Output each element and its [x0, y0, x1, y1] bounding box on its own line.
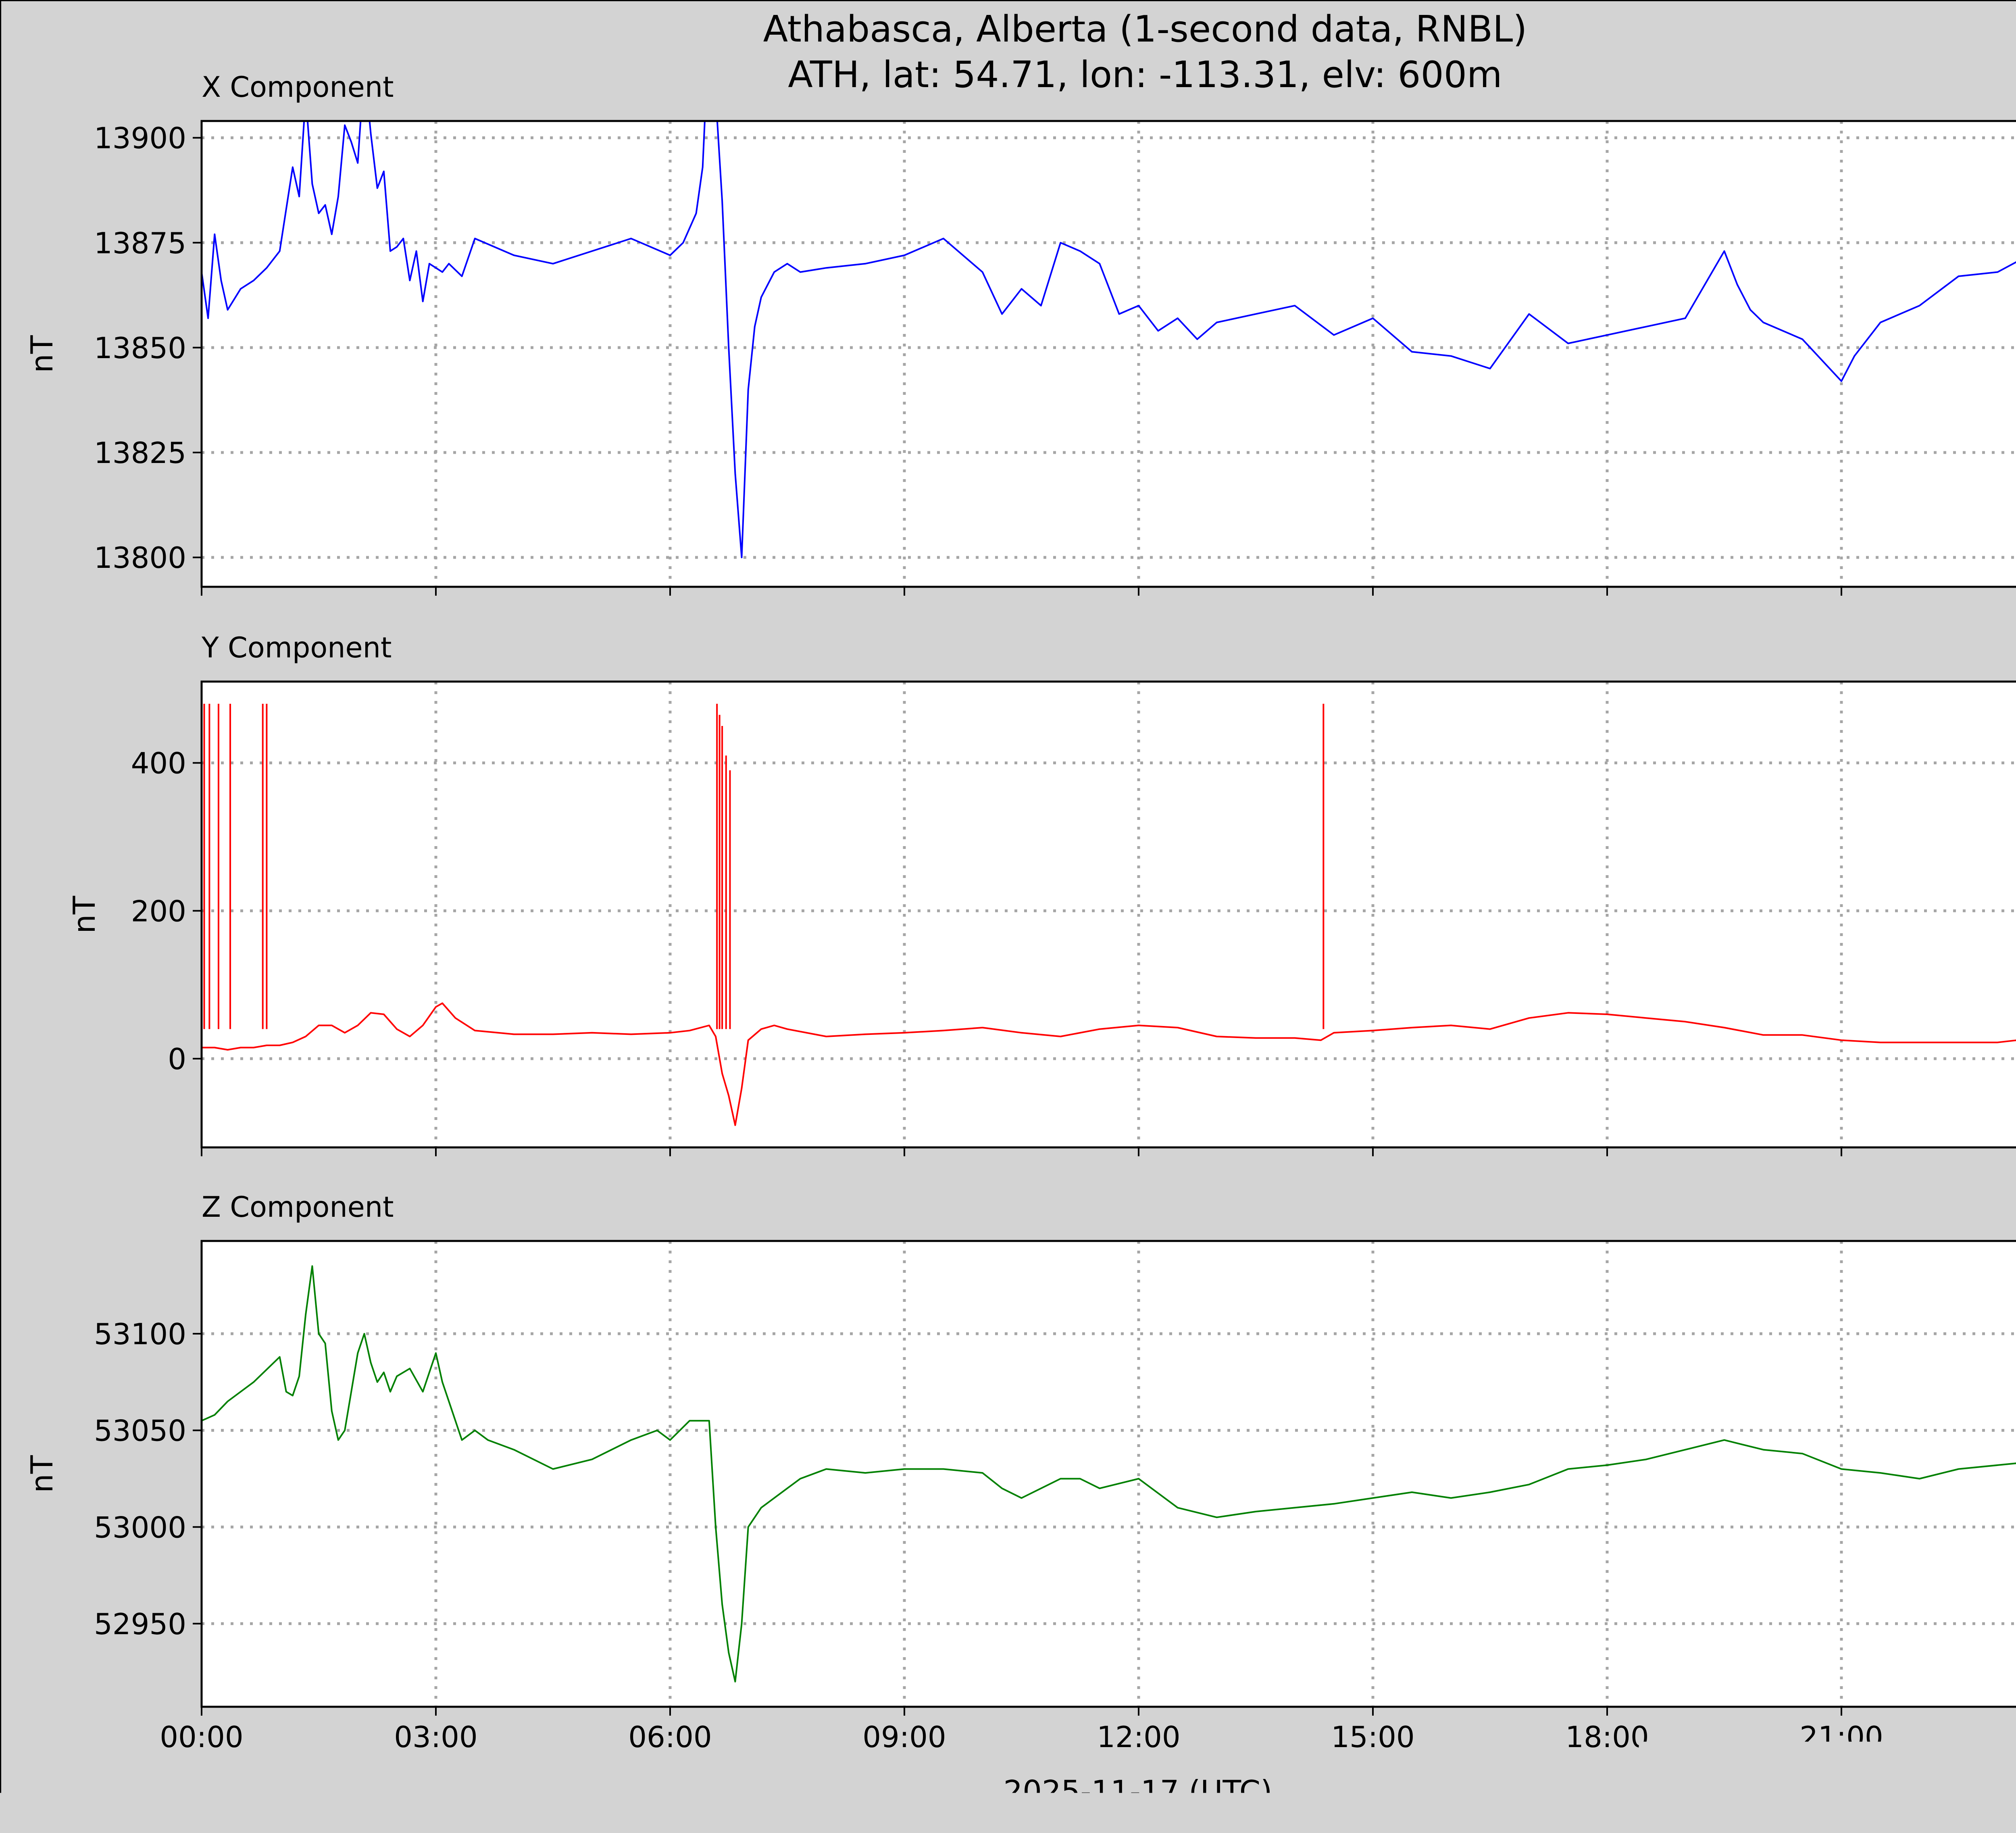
figure: Athabasca, Alberta (1-second data, RNBL)… — [0, 0, 2016, 1831]
figure-border — [0, 0, 2016, 1831]
